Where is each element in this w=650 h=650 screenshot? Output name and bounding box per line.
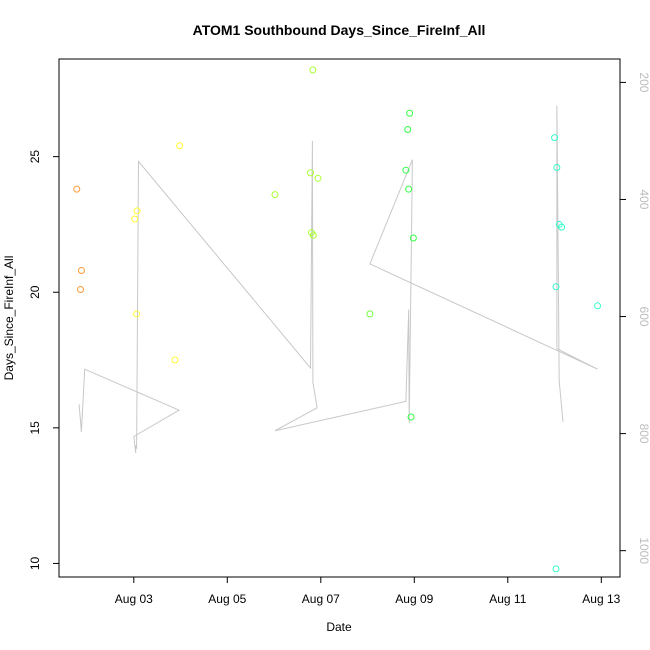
data-point xyxy=(553,163,561,171)
y2-tick-label: 1000 xyxy=(637,537,650,564)
y-tick-label: 25 xyxy=(28,150,42,164)
x-tick-label: Aug 09 xyxy=(395,592,433,606)
x-axis-label: Date xyxy=(326,620,352,634)
data-point xyxy=(176,142,184,150)
data-point xyxy=(309,66,317,74)
y-axis: 10 15 20 25 xyxy=(28,150,59,570)
data-point xyxy=(131,215,139,223)
data-point xyxy=(409,234,417,242)
data-point xyxy=(271,191,279,199)
x-tick-label: Aug 13 xyxy=(582,592,620,606)
series-line xyxy=(78,105,598,453)
x-tick-label: Aug 07 xyxy=(302,592,340,606)
y-tick-label: 15 xyxy=(28,421,42,435)
y-tick-label: 20 xyxy=(28,285,42,299)
data-point xyxy=(407,413,415,421)
y2-tick-label: 200 xyxy=(637,72,650,92)
point-series xyxy=(73,66,602,573)
data-point xyxy=(309,231,317,239)
data-point xyxy=(406,109,414,117)
y2-tick-label: 400 xyxy=(637,189,650,209)
x-tick-label: Aug 03 xyxy=(115,592,153,606)
data-point xyxy=(402,166,410,174)
y2-axis: 200 400 600 800 1000 xyxy=(620,72,650,564)
data-point xyxy=(133,310,141,318)
data-point xyxy=(404,126,412,134)
x-tick-label: Aug 11 xyxy=(489,592,526,606)
plot-frame xyxy=(58,58,621,578)
data-point xyxy=(558,223,566,231)
y-tick-label: 10 xyxy=(28,556,42,570)
y2-tick-label: 800 xyxy=(637,424,650,444)
data-point xyxy=(366,310,374,318)
y-axis-label: Days_Since_FireInf_All xyxy=(2,256,16,381)
data-point xyxy=(552,565,560,573)
data-point xyxy=(405,185,413,193)
line-series xyxy=(78,105,598,453)
data-point xyxy=(73,185,81,193)
x-tick-label: Aug 05 xyxy=(208,592,246,606)
data-point xyxy=(594,302,602,310)
chart-title: ATOM1 Southbound Days_Since_FireInf_All xyxy=(193,22,486,38)
data-point xyxy=(307,169,315,177)
data-point xyxy=(77,267,85,275)
y2-tick-label: 600 xyxy=(637,307,650,327)
data-point xyxy=(133,207,141,215)
data-point xyxy=(551,134,559,142)
data-point xyxy=(171,356,179,364)
x-axis: Aug 03 Aug 05 Aug 07 Aug 09 Aug 11 Aug 13 xyxy=(115,577,621,606)
data-point xyxy=(314,174,322,182)
data-point xyxy=(552,283,560,291)
data-point xyxy=(77,286,85,294)
